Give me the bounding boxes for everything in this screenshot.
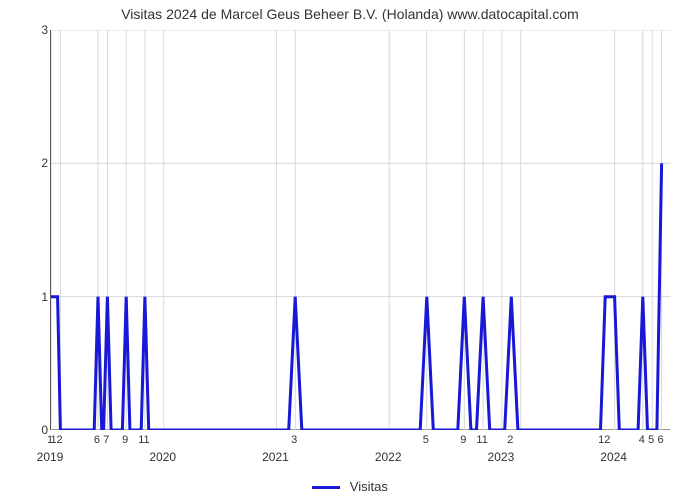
x-minor-tick-label: 7 <box>103 434 109 446</box>
x-minor-tick-label: 6 <box>658 434 664 446</box>
x-major-tick-label: 2019 <box>37 450 64 464</box>
legend: Visitas <box>0 479 700 494</box>
x-minor-tick-label: 6 <box>94 434 100 446</box>
x-minor-tick-label: 3 <box>291 434 297 446</box>
y-tick-label: 1 <box>30 290 48 304</box>
chart-svg <box>51 30 671 430</box>
x-minor-tick-label: 9 <box>122 434 128 446</box>
x-minor-tick-label: 2 <box>507 434 513 446</box>
x-major-tick-label: 2021 <box>262 450 289 464</box>
x-minor-tick-label: 5 <box>648 434 654 446</box>
legend-label: Visitas <box>350 479 388 494</box>
x-major-tick-label: 2020 <box>149 450 176 464</box>
x-minor-tick-label: 4 <box>639 434 645 446</box>
legend-swatch <box>312 486 340 489</box>
y-tick-label: 0 <box>30 423 48 437</box>
x-major-tick-label: 2023 <box>488 450 515 464</box>
plot-area <box>50 30 670 430</box>
x-minor-tick-label: 5 <box>423 434 429 446</box>
y-tick-label: 2 <box>30 156 48 170</box>
x-minor-tick-label: 9 <box>460 434 466 446</box>
x-major-tick-label: 2024 <box>600 450 627 464</box>
y-tick-label: 3 <box>30 23 48 37</box>
chart-container: Visitas 2024 de Marcel Geus Beheer B.V. … <box>0 0 700 500</box>
x-minor-tick-label: 11 <box>476 434 487 446</box>
x-minor-tick-label: 11 <box>138 434 149 446</box>
x-minor-tick-label: 12 <box>598 434 610 446</box>
chart-title: Visitas 2024 de Marcel Geus Beheer B.V. … <box>0 6 700 22</box>
x-minor-tick-label: 12 <box>50 434 62 446</box>
x-major-tick-label: 2022 <box>375 450 402 464</box>
